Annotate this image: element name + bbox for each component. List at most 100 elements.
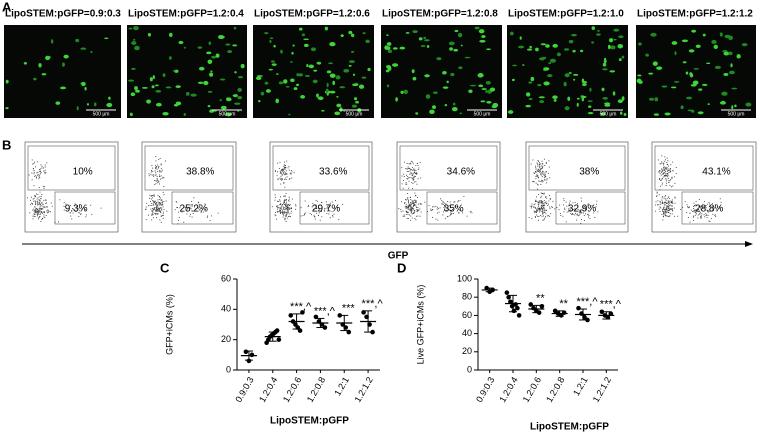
event	[580, 222, 582, 224]
event	[282, 211, 284, 213]
upper-percent: 34.6%	[447, 167, 475, 178]
event	[295, 208, 297, 210]
event	[663, 211, 665, 213]
event	[157, 209, 159, 211]
event	[659, 179, 660, 181]
event	[415, 205, 417, 207]
cell	[724, 34, 731, 39]
event	[529, 205, 531, 207]
cell	[106, 102, 113, 108]
event	[669, 185, 671, 187]
event	[657, 204, 659, 206]
event	[409, 168, 411, 170]
cell	[168, 56, 172, 60]
event	[671, 205, 673, 207]
event	[528, 217, 530, 218]
event	[151, 210, 153, 212]
event	[207, 215, 209, 217]
event	[451, 213, 453, 214]
event	[544, 204, 546, 206]
event	[37, 210, 39, 212]
cell	[232, 94, 239, 98]
upper-percent: 38.8%	[186, 167, 214, 178]
event	[684, 201, 686, 203]
event	[539, 171, 541, 173]
cell	[358, 84, 365, 89]
event	[41, 201, 43, 203]
event	[536, 170, 538, 172]
event	[32, 209, 34, 211]
event	[535, 199, 537, 201]
cell	[268, 68, 273, 71]
event	[590, 205, 592, 207]
event	[542, 173, 544, 175]
event	[153, 209, 155, 210]
event	[427, 211, 428, 213]
event	[548, 160, 550, 162]
event	[674, 196, 676, 198]
event	[39, 168, 40, 170]
event	[152, 209, 154, 211]
cell	[328, 62, 333, 65]
event	[285, 221, 287, 222]
event	[277, 206, 279, 208]
event	[424, 201, 426, 203]
event	[665, 210, 667, 212]
event	[331, 201, 333, 203]
event	[71, 210, 73, 212]
event	[578, 215, 580, 217]
cell	[548, 62, 552, 65]
event	[536, 162, 538, 164]
cell	[604, 102, 611, 105]
event	[667, 164, 669, 165]
event	[174, 209, 176, 211]
event	[41, 207, 43, 209]
event	[289, 207, 291, 209]
event	[719, 207, 721, 209]
event	[410, 169, 412, 171]
event	[407, 207, 408, 209]
event	[42, 185, 44, 187]
event	[588, 215, 590, 217]
event	[279, 210, 281, 212]
cell	[723, 73, 729, 76]
event	[664, 214, 666, 216]
cell	[486, 48, 491, 51]
event	[209, 220, 211, 221]
event	[662, 216, 664, 218]
event	[39, 203, 41, 205]
event	[412, 201, 414, 203]
event	[163, 186, 165, 188]
event	[541, 168, 543, 170]
cell	[459, 112, 463, 115]
event	[437, 219, 439, 221]
data-point	[528, 302, 534, 307]
event	[283, 164, 285, 166]
cell	[479, 39, 486, 43]
event	[156, 206, 158, 208]
event	[580, 210, 582, 212]
event	[533, 172, 535, 174]
x-tick-label: 1.2:0.6	[281, 375, 303, 404]
data-point	[370, 329, 375, 335]
event	[671, 176, 673, 178]
cell	[215, 53, 220, 58]
event	[534, 211, 536, 213]
event	[154, 212, 156, 214]
cell	[343, 69, 350, 73]
event	[34, 216, 36, 218]
event	[160, 215, 162, 217]
event	[540, 201, 542, 203]
event	[662, 169, 664, 171]
event	[672, 185, 674, 187]
event	[540, 203, 542, 205]
event	[543, 174, 545, 176]
cell	[172, 70, 176, 72]
cell	[604, 104, 611, 107]
cell	[290, 61, 293, 63]
event	[282, 168, 284, 170]
flow-frame	[141, 141, 237, 233]
event	[413, 211, 415, 213]
cell	[552, 43, 558, 48]
event	[159, 202, 161, 204]
